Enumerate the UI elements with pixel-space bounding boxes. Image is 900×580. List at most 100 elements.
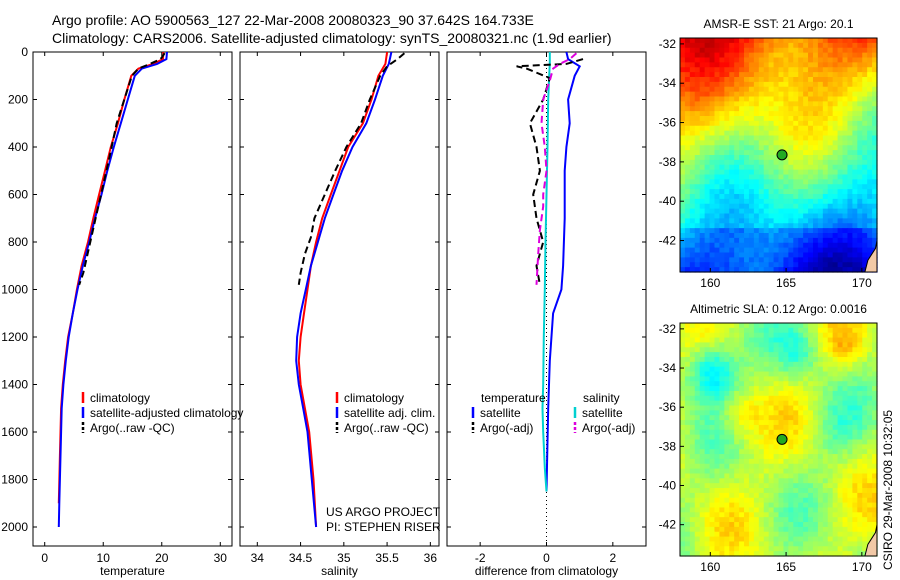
map-cell xyxy=(689,517,696,523)
map-cell xyxy=(709,150,716,156)
map-cell xyxy=(822,332,829,339)
map-cell xyxy=(724,184,730,190)
map-cell xyxy=(694,72,701,78)
map-cell xyxy=(827,267,834,273)
map-cell xyxy=(788,62,794,68)
map-cell xyxy=(827,155,834,161)
map-cell xyxy=(704,145,711,151)
map-cell xyxy=(812,429,819,436)
map-cell xyxy=(827,458,834,465)
map-cell xyxy=(817,116,824,122)
map-cell xyxy=(827,488,834,494)
map-cell xyxy=(872,111,878,117)
map-cell xyxy=(719,130,725,137)
map-cell xyxy=(862,72,868,78)
map-cell xyxy=(842,47,849,54)
map-cell xyxy=(729,337,735,344)
map-cell xyxy=(758,72,765,78)
map-cell xyxy=(709,116,716,122)
map-cell xyxy=(729,424,735,431)
map-cell xyxy=(827,262,834,268)
map-cell xyxy=(704,463,711,470)
map-cell xyxy=(709,62,716,68)
map-cell xyxy=(842,444,849,450)
map-cell xyxy=(773,454,780,460)
map-cell xyxy=(729,323,735,329)
map-cell xyxy=(704,67,711,73)
map-cell xyxy=(847,135,853,141)
map-cell xyxy=(753,473,760,479)
map-cell xyxy=(758,262,765,268)
map-cell xyxy=(798,405,804,411)
map-cell xyxy=(758,488,765,494)
map-cell xyxy=(724,541,730,547)
map-cell xyxy=(744,106,750,112)
map-cell xyxy=(714,155,720,161)
map-cell xyxy=(694,247,701,254)
map-cell xyxy=(704,111,711,117)
map-cell xyxy=(798,434,804,441)
map-cell xyxy=(763,247,770,254)
map-cell xyxy=(837,257,844,263)
map-cell xyxy=(744,252,750,258)
map-cell xyxy=(744,257,750,263)
map-cell xyxy=(798,52,804,59)
map-cell xyxy=(714,257,720,263)
map-cell xyxy=(808,405,814,411)
map-cell xyxy=(704,381,711,387)
map-cell xyxy=(798,213,804,219)
y-tick-label: -40 xyxy=(659,194,677,208)
map-cell xyxy=(773,492,780,499)
map-cell xyxy=(689,420,696,426)
map-cell xyxy=(847,140,853,146)
map-cell xyxy=(827,386,834,392)
map-cell xyxy=(817,405,824,411)
map-cell xyxy=(793,189,799,195)
map-cell xyxy=(837,106,844,112)
map-cell xyxy=(827,242,834,249)
map-cell xyxy=(694,342,701,348)
map-cell xyxy=(852,390,858,397)
y-tick-label: -40 xyxy=(659,479,677,493)
map-cell xyxy=(793,213,799,219)
map-cell xyxy=(739,512,745,518)
map-cell xyxy=(872,242,878,249)
map-cell xyxy=(808,356,814,363)
map-cell xyxy=(739,361,745,368)
map-cell xyxy=(689,551,696,557)
map-cell xyxy=(739,252,745,258)
map-cell xyxy=(798,415,804,421)
map-cell xyxy=(748,62,755,68)
map-cell xyxy=(680,352,686,358)
map-cell xyxy=(744,194,750,200)
map-cell xyxy=(689,184,696,190)
map-cell xyxy=(704,237,711,244)
map-cell xyxy=(680,517,686,523)
map-cell xyxy=(817,415,824,421)
map-cell xyxy=(872,386,878,392)
map-cell xyxy=(709,434,716,441)
map-cell xyxy=(680,454,686,460)
map-cell xyxy=(753,507,760,513)
map-cell xyxy=(857,444,863,450)
map-cell xyxy=(832,77,839,83)
map-cell xyxy=(793,174,799,180)
map-cell xyxy=(822,386,829,392)
map-cell xyxy=(783,327,789,334)
map-cell xyxy=(768,57,775,63)
map-cell xyxy=(753,502,760,509)
map-cell xyxy=(852,120,858,127)
map-cell xyxy=(798,386,804,392)
map-cell xyxy=(719,492,725,499)
map-cell xyxy=(812,361,819,368)
map-cell xyxy=(714,541,720,547)
map-cell xyxy=(684,536,691,543)
map-cell xyxy=(798,62,804,68)
map-cell xyxy=(709,478,716,484)
map-cell xyxy=(837,130,844,137)
map-cell xyxy=(783,429,789,436)
map-cell xyxy=(768,67,775,73)
map-cell xyxy=(763,267,770,273)
map-cell xyxy=(778,111,785,117)
map-cell xyxy=(724,439,730,445)
